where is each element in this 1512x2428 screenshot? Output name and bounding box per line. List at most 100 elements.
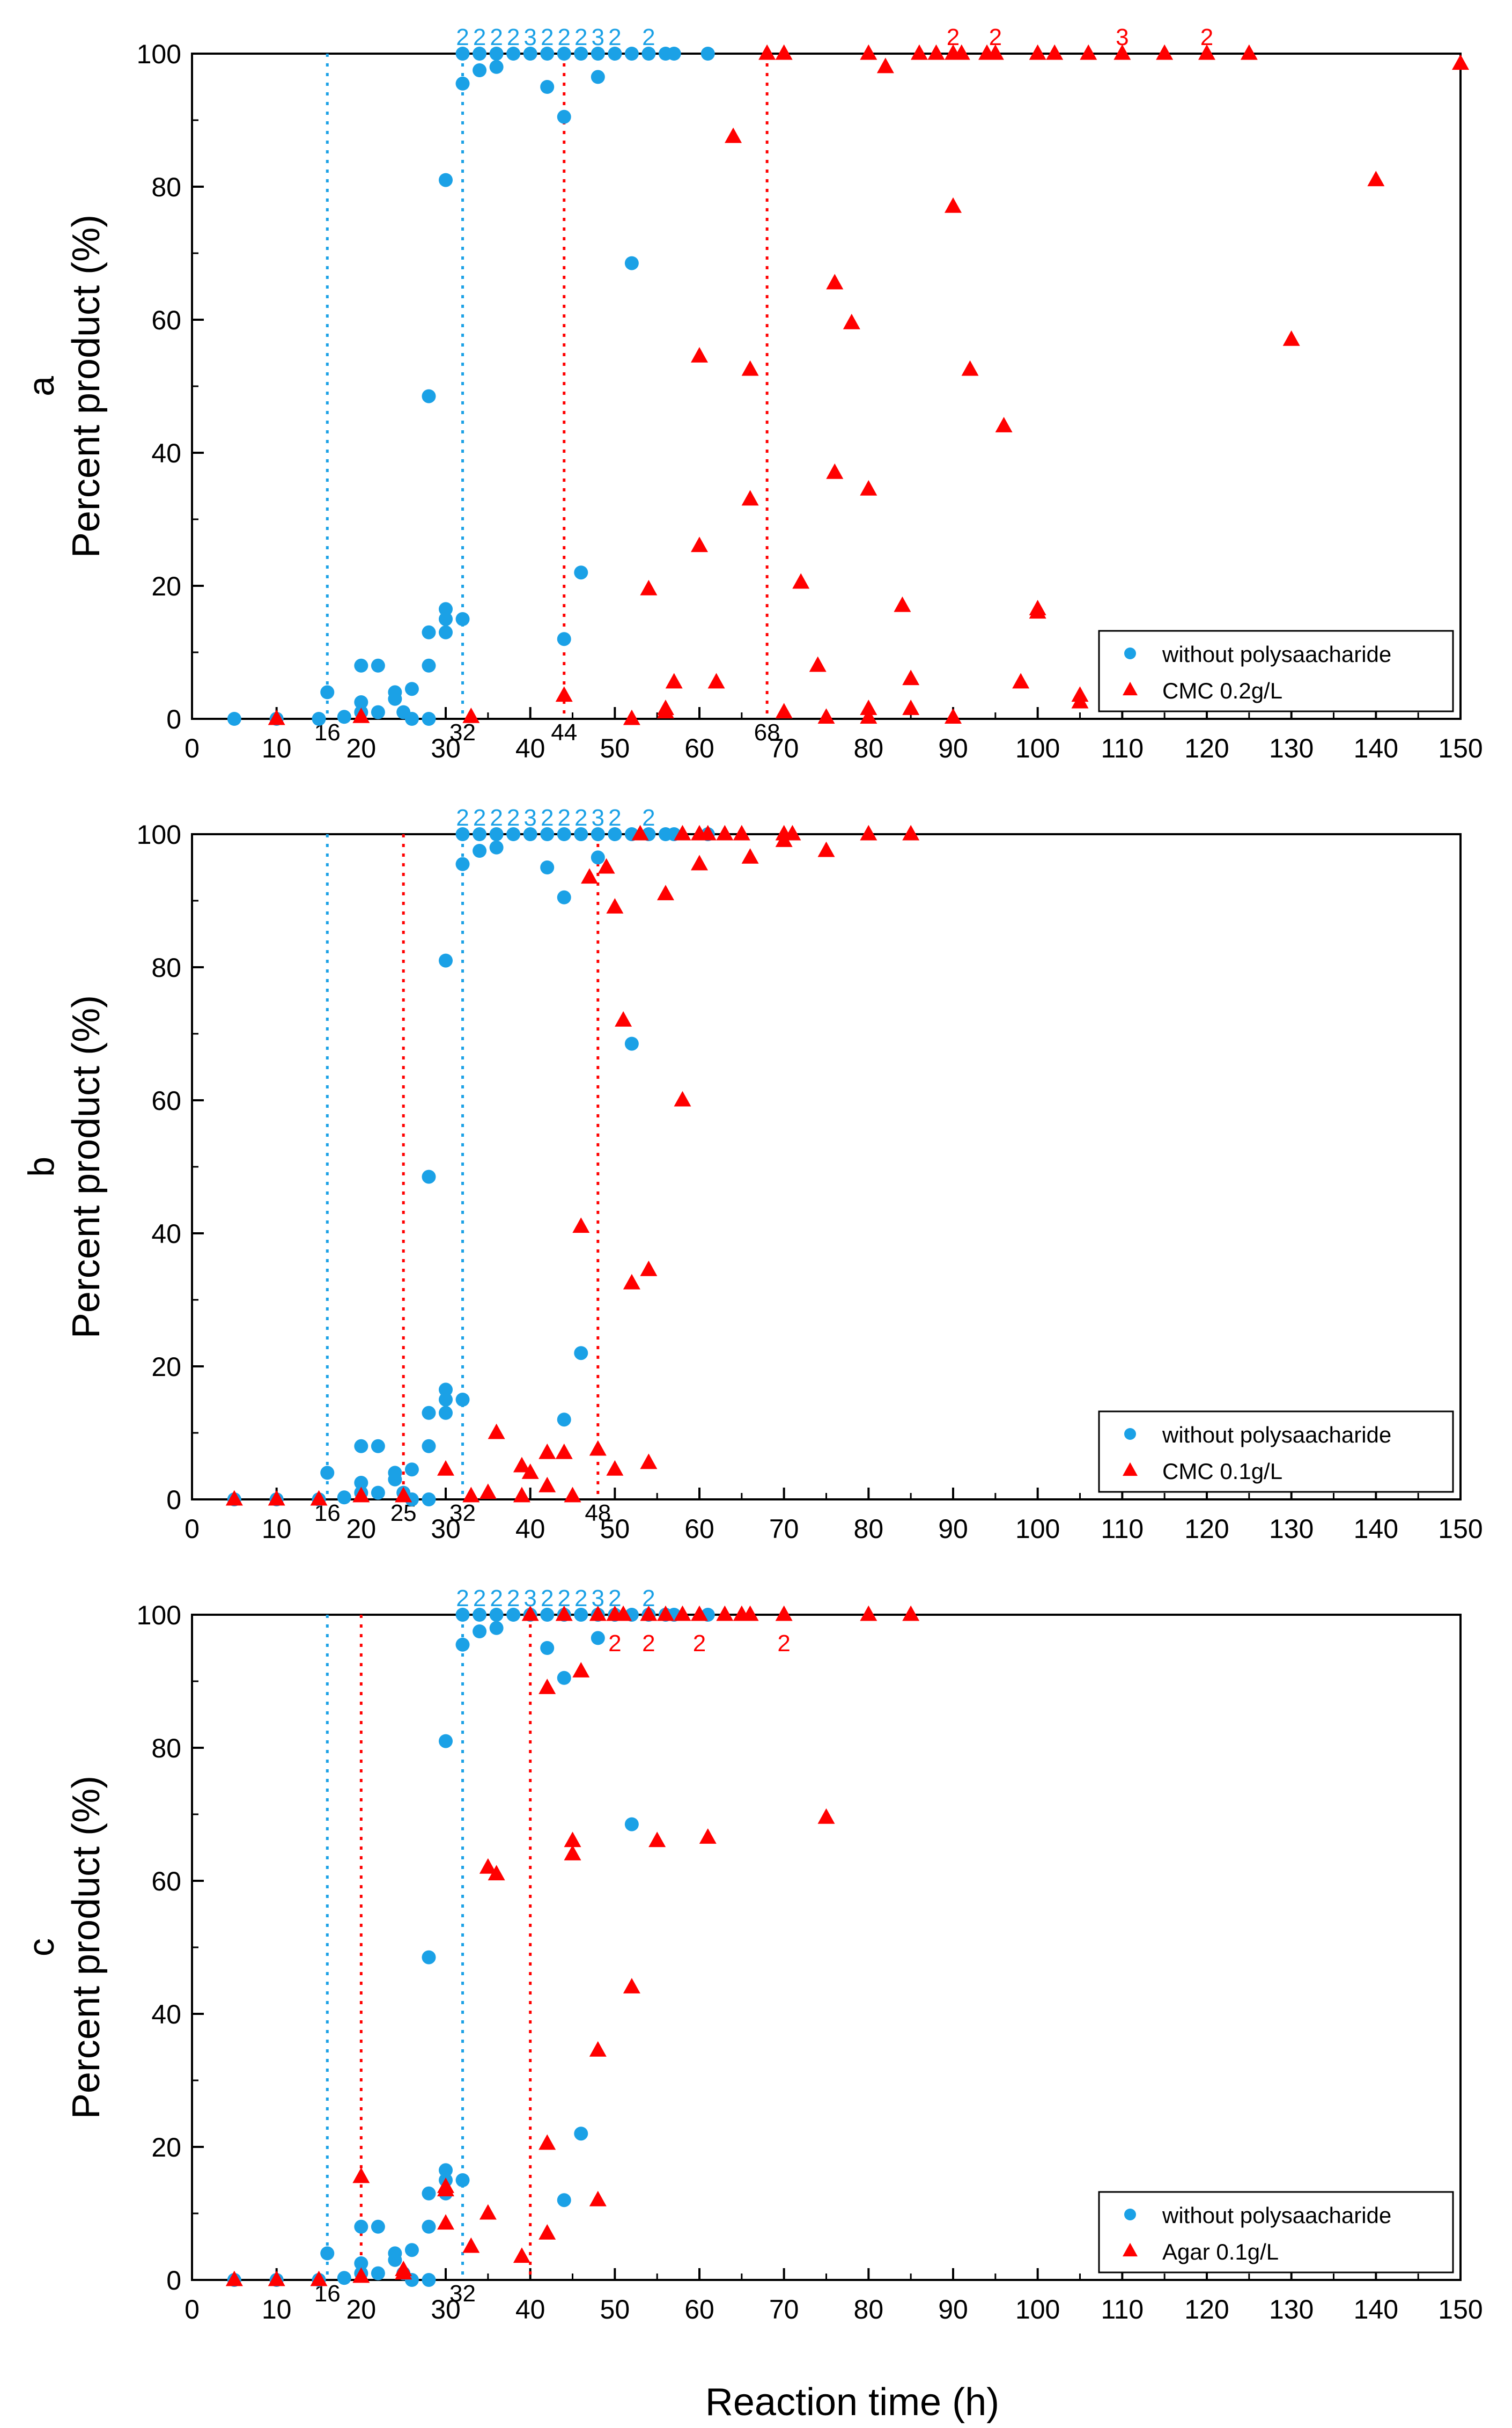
data-point-circle [473, 63, 487, 77]
x-tick-label: 140 [1354, 2294, 1398, 2324]
x-tick-label: 130 [1269, 2294, 1314, 2324]
data-point-circle [473, 1624, 487, 1638]
count-annotation: 2 [557, 1585, 570, 1612]
count-annotation: 2 [608, 24, 621, 50]
count-annotation: 2 [507, 24, 520, 50]
data-point-triangle [691, 855, 708, 871]
data-point-triangle [758, 44, 776, 60]
data-point-triangle [589, 2190, 607, 2206]
y-tick-label: 40 [151, 1219, 181, 1249]
data-point-circle [422, 389, 436, 403]
data-point-circle [388, 2246, 402, 2261]
y-axis-title: Percent product (%) [65, 995, 108, 1338]
count-annotation: 2 [541, 1585, 554, 1612]
data-point-triangle [615, 1011, 632, 1027]
data-point-circle [388, 1466, 402, 1480]
data-point-triangle [902, 825, 920, 841]
count-annotation: 2 [456, 805, 469, 831]
panel-label: b [21, 1157, 62, 1177]
y-axis-title: Percent product (%) [65, 1776, 108, 2119]
x-tick-label: 120 [1184, 1514, 1229, 1544]
panel-b: 0 10 20 30 40 50 60 70 80 90 100 110 120 130 140 150 0 20… [21, 805, 1483, 1544]
data-point-triangle [674, 1605, 691, 1621]
count-annotation: 2 [642, 805, 655, 831]
data-point-circle [422, 2219, 436, 2234]
data-point-triangle [775, 44, 793, 60]
y-tick-label: 80 [151, 172, 181, 202]
x-tick-label: 100 [1015, 733, 1060, 763]
data-point-triangle [555, 1443, 573, 1459]
y-tick-label: 60 [151, 1866, 181, 1896]
data-point-triangle [479, 2204, 497, 2220]
data-point-triangle [539, 2134, 556, 2150]
data-point-triangle [589, 2041, 607, 2057]
data-point-circle [371, 2266, 385, 2280]
data-point-triangle [352, 2267, 370, 2283]
x-tick-label: 0 [185, 2294, 200, 2324]
data-point-circle [574, 2127, 588, 2141]
x-tick-label: 50 [600, 733, 630, 763]
data-point-triangle [479, 1858, 497, 1874]
data-point-circle [337, 1490, 351, 1505]
data-point-triangle [268, 2270, 285, 2286]
data-point-triangle [225, 2270, 243, 2286]
data-point-circle [540, 1641, 555, 1655]
data-point-triangle [539, 1476, 556, 1492]
data-point-circle [439, 612, 453, 626]
data-point-triangle [1367, 171, 1385, 187]
plot-frame [191, 53, 1462, 720]
data-point-circle [354, 658, 368, 673]
data-point-triangle [1046, 44, 1064, 60]
data-point-triangle [395, 1487, 412, 1503]
data-point-circle [574, 47, 588, 61]
data-point-circle [337, 710, 351, 724]
plot-frame [191, 1614, 1462, 2281]
y-tick-label: 60 [151, 1086, 181, 1116]
data-point-circle [455, 1608, 470, 1622]
x-tick-label: 40 [515, 2294, 545, 2324]
data-point-circle [455, 2173, 470, 2187]
data-point-triangle [657, 885, 674, 901]
data-point-triangle [699, 1828, 717, 1844]
legend-box [1098, 2191, 1454, 2274]
data-point-circle [667, 47, 681, 61]
data-point-circle [439, 602, 453, 616]
count-annotation: 3 [1116, 24, 1129, 50]
x-tick-label: 110 [1101, 733, 1144, 763]
data-point-circle [489, 47, 504, 61]
data-point-circle [608, 47, 622, 61]
data-point-circle [489, 1608, 504, 1622]
x-tick-label: 0 [185, 733, 200, 763]
data-point-circle [439, 1382, 453, 1397]
count-annotation: 2 [642, 24, 655, 50]
data-point-circle [439, 953, 453, 968]
x-tick-label: 80 [854, 733, 884, 763]
y-tick-label: 60 [151, 305, 181, 335]
data-point-triangle [826, 463, 844, 479]
data-point-triangle [598, 858, 615, 874]
data-point-circle [320, 2246, 335, 2261]
data-point-triangle [927, 44, 945, 60]
y-tick-label: 40 [151, 438, 181, 468]
x-tick-label: 130 [1269, 1514, 1314, 1544]
x-tick-label: 150 [1438, 2294, 1483, 2324]
data-point-triangle [462, 708, 480, 723]
data-point-circle [455, 1393, 470, 1407]
x-tick-label: 70 [769, 733, 799, 763]
x-tick-label: 90 [938, 2294, 968, 2324]
x-tick-label: 10 [262, 733, 292, 763]
data-point-circle [371, 1439, 385, 1453]
count-annotation: 2 [490, 805, 503, 831]
legend-label: CMC 0.2g/L [1162, 678, 1282, 703]
data-point-circle [506, 1608, 521, 1622]
count-annotation: 2 [608, 1585, 621, 1612]
data-point-triangle [462, 2237, 480, 2253]
x-tick-label: 60 [684, 1514, 714, 1544]
data-point-circle [523, 827, 537, 841]
panel-label: a [21, 376, 62, 396]
data-point-triangle [953, 44, 970, 60]
x-tick-label: 80 [854, 2294, 884, 2324]
data-point-circle [557, 47, 571, 61]
data-point-triangle [1198, 44, 1215, 60]
